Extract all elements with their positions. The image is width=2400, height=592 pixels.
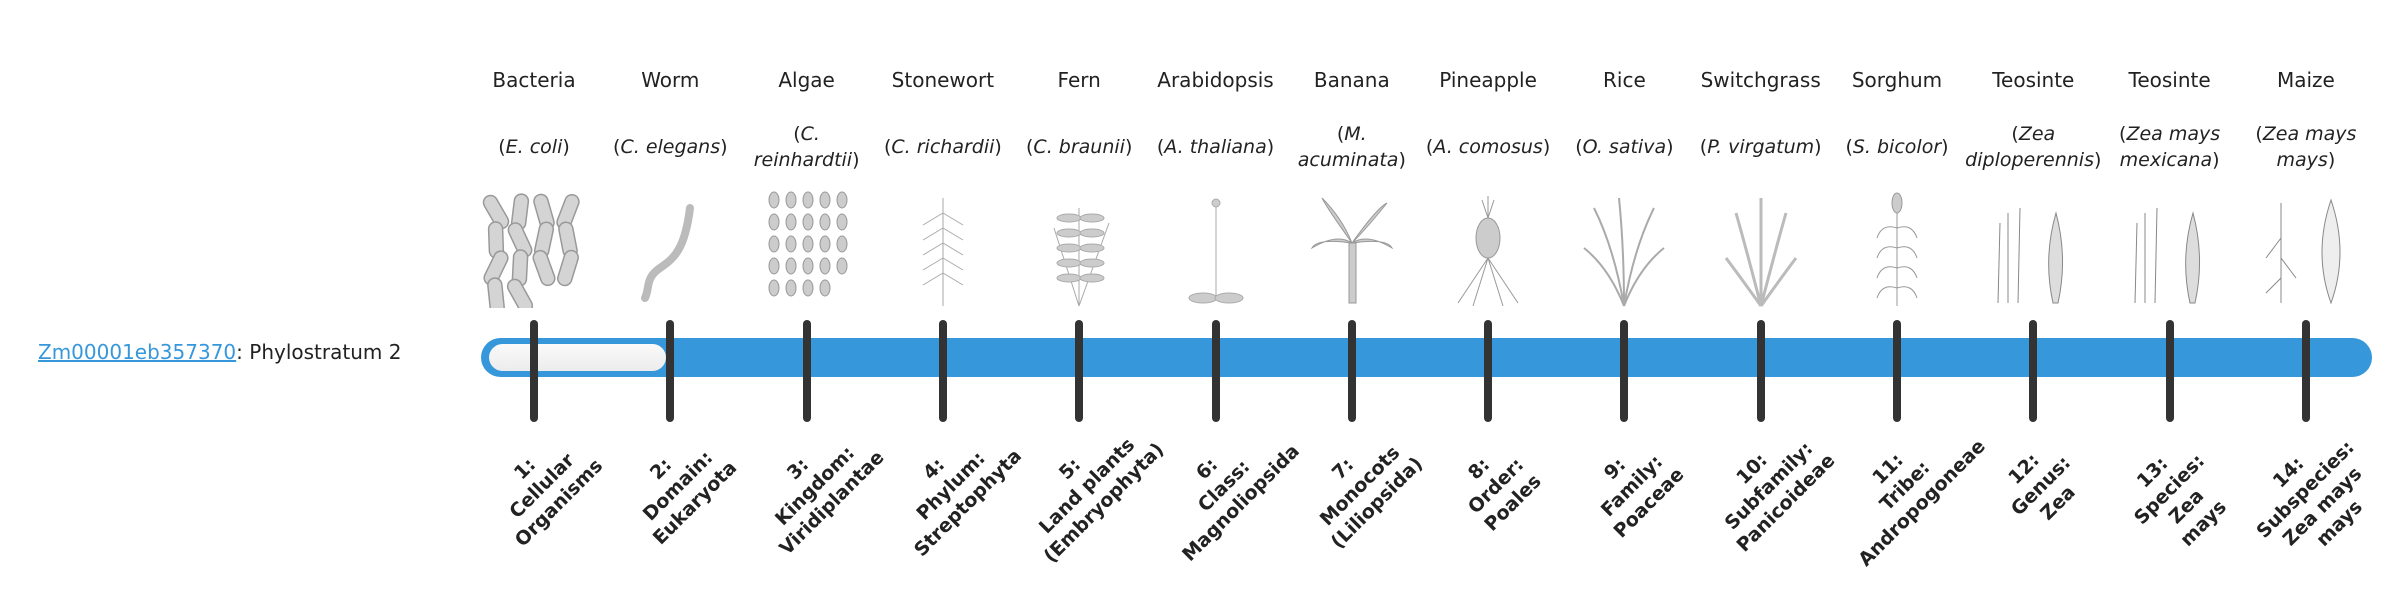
stratum-tick (530, 320, 538, 422)
organism-column: Teosinte (Zea mays mexicana) (2102, 60, 2238, 308)
stratum-label: 6: Class: Magnoliopsida (1177, 440, 1304, 566)
organism-common-name: Pineapple (1439, 68, 1537, 92)
organism-common-name: Fern (1057, 68, 1101, 92)
stratum-label: 4: Phylum: Streptophyta (909, 444, 1026, 562)
organism-scientific-name: (C. reinhardtii) (753, 123, 860, 171)
stratum-label: 5: Land plants (Embryophyta) (1035, 433, 1169, 568)
maize-icon (2265, 198, 2341, 305)
organism-common-name: Banana (1313, 68, 1390, 92)
worm-icon (641, 204, 695, 302)
organism-column: Algae (C. reinhardtii) (739, 60, 875, 308)
phylostratum-bar (481, 338, 2372, 377)
stratum-label: 14: Subspecies: Zea mays mays (2252, 436, 2367, 551)
organism-scientific-name: (P. virgatum) (1699, 136, 1822, 158)
organism-scientific-name: (Zea mays mays) (2255, 123, 2357, 171)
sorghum-icon (1876, 192, 1918, 306)
stratum-tick (666, 320, 675, 422)
organism-scientific-name: (A. comosus) (1425, 136, 1551, 158)
organism-scientific-name: (O. sativa) (1575, 136, 1674, 158)
organism-common-name: Maize (2276, 68, 2335, 92)
stratum-label: 7: Monocots (Liliopsida) (1315, 441, 1427, 554)
stratum-label: 9: Family: Poaceae (1597, 450, 1689, 543)
stratum-tick (1893, 320, 1901, 422)
stratum-tick (1347, 320, 1356, 422)
stratum-tick (1211, 320, 1220, 422)
organism-common-name: Teosinte (2128, 68, 2211, 92)
gene-id-link[interactable]: Zm00001eb357370 (38, 340, 237, 364)
bacteria-icon (482, 193, 580, 308)
organism-column: Fern (C. braunii) (1011, 60, 1147, 308)
organism-common-name: Worm (641, 68, 700, 92)
stratum-label: 10: Subfamily: Panicoideae (1720, 437, 1840, 557)
stratum-label: 11: Tribe: Andropogoneae (1854, 435, 1990, 571)
stratum-label: 13: Species: Zea mays (2129, 450, 2231, 551)
stratum-label: 2: Domain: Eukaryota (639, 446, 742, 550)
organism-common-name: Stonewort (891, 68, 995, 92)
teosinte-icon (2134, 207, 2200, 304)
gene-phylostratum-label: Zm00001eb357370: Phylostratum 2 (38, 340, 401, 364)
algae-icon (768, 191, 848, 297)
organism-scientific-name: (C. elegans) (613, 136, 728, 158)
organism-column: Maize (Zea mays mays) (2238, 60, 2374, 308)
stratum-tick (1756, 320, 1765, 422)
organism-common-name: Bacteria (492, 68, 576, 92)
organism-scientific-name: (A. thaliana) (1156, 136, 1275, 158)
pineapple-icon (1457, 196, 1519, 307)
organism-scientific-name: (C. richardii) (883, 136, 1002, 158)
stratum-tick (1620, 320, 1629, 422)
organism-column: Switchgrass (P. virgatum) (1693, 60, 1829, 308)
stratum-label: 8: Order: Poales (1463, 453, 1546, 536)
stonewort-icon (922, 198, 964, 306)
organism-common-name: Algae (778, 68, 835, 92)
fern-icon (1053, 208, 1110, 307)
stratum-tick (802, 320, 811, 422)
organism-column: Banana (M. acuminata) (1284, 60, 1420, 308)
organism-column: Rice (O. sativa) (1556, 60, 1692, 308)
phylostratum-text: : Phylostratum 2 (236, 340, 402, 364)
organism-scientific-name: (C. braunii) (1026, 136, 1133, 158)
organism-scientific-name: (M. acuminata) (1297, 123, 1406, 171)
teosinte-icon (1997, 207, 2064, 304)
stratum-tick (1484, 320, 1493, 422)
stratum-tick (2165, 320, 2174, 422)
organism-column: Worm (C. elegans) (602, 60, 738, 308)
organism-column: Bacteria (E. coli) (466, 60, 602, 308)
phylostratum-bar-empty-segment (489, 344, 667, 371)
stratum-label: 3: Kingdom: Viridiplantae (770, 442, 889, 560)
organism-scientific-name: (S. bicolor) (1845, 136, 1949, 158)
organism-column: Stonewort (C. richardii) (875, 60, 1011, 308)
stratum-tick (1075, 320, 1084, 422)
organism-scientific-name: (Zea diploperennis) (1965, 123, 2102, 171)
organism-column: Pineapple (A. comosus) (1420, 60, 1556, 308)
organism-common-name: Switchgrass (1700, 68, 1821, 92)
rice-icon (1583, 197, 1666, 307)
stratum-label: 12: Genus: Zea (2004, 449, 2080, 525)
stratum-tick (2301, 320, 2310, 422)
organism-scientific-name: (E. coli) (498, 136, 570, 158)
switchgrass-icon (1724, 198, 1797, 307)
organism-column: Teosinte (Zea diploperennis) (1965, 60, 2101, 308)
stratum-tick (2029, 320, 2038, 422)
banana-icon (1310, 197, 1394, 304)
organism-column: Sorghum (S. bicolor) (1829, 60, 1965, 308)
organism-common-name: Arabidopsis (1157, 68, 1274, 92)
stratum-label: 1: Cellular Organisms (505, 449, 608, 552)
organism-common-name: Rice (1603, 68, 1646, 92)
organism-scientific-name: (Zea mays mexicana) (2119, 123, 2221, 171)
stratum-tick (938, 320, 947, 422)
organism-column: Arabidopsis (A. thaliana) (1148, 60, 1284, 308)
organism-common-name: Sorghum (1851, 68, 1943, 92)
organism-common-name: Teosinte (1992, 68, 2075, 92)
arabidopsis-icon (1188, 198, 1243, 304)
